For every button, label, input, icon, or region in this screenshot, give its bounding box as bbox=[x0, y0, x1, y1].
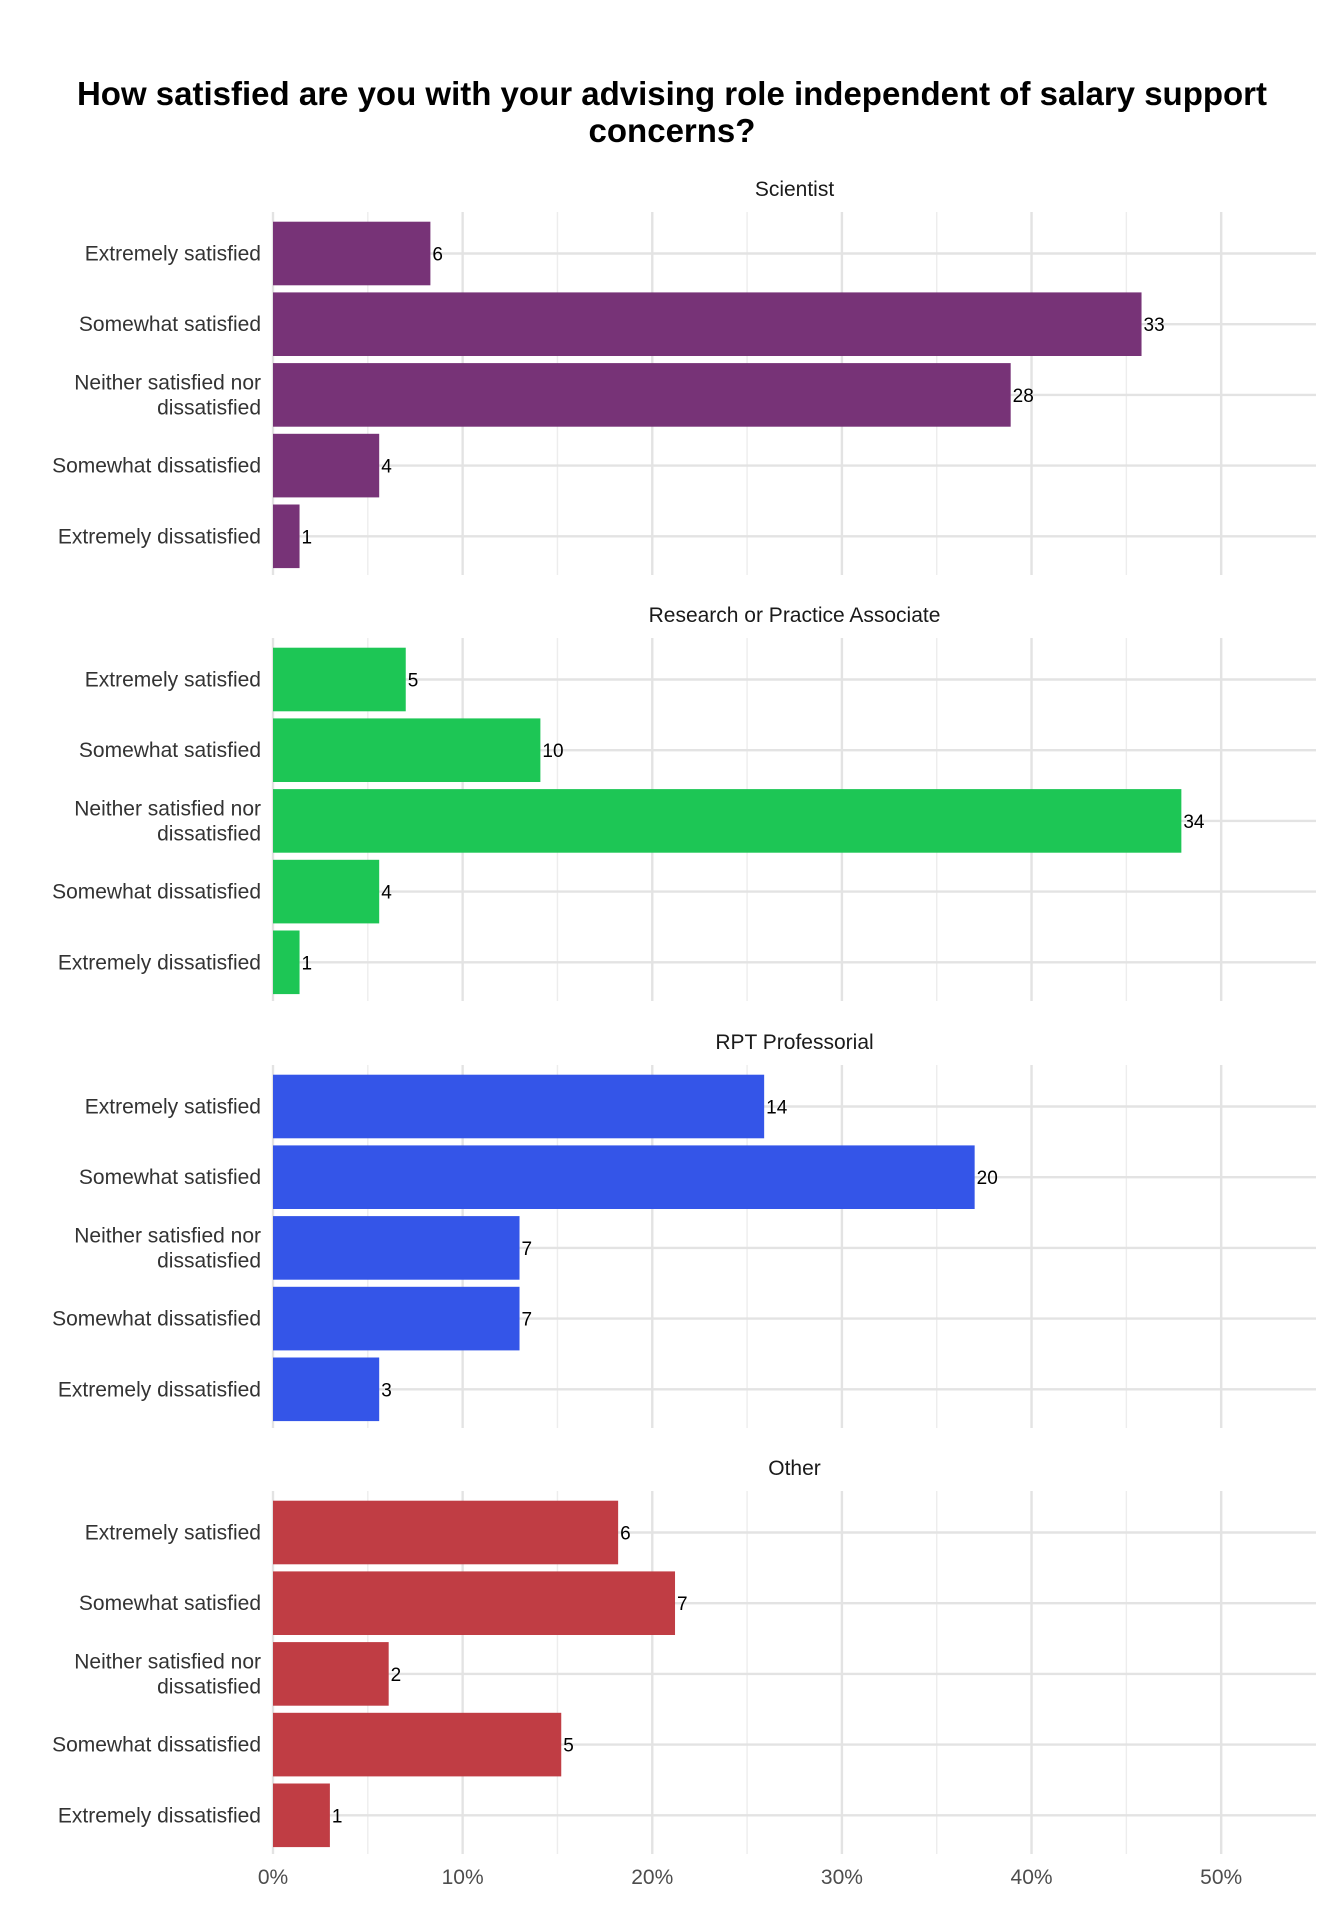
facet-panel-scientist: Scientist 6 Extremely satisfied 33 Somewhat … bbox=[52, 178, 1316, 575]
value-label: 14 bbox=[766, 1098, 788, 1119]
value-label: 7 bbox=[677, 1594, 688, 1615]
category-label: Neither satisfied nor dissatisfied bbox=[74, 371, 261, 419]
x-tick-label: 50% bbox=[1200, 1866, 1242, 1889]
value-label: 1 bbox=[332, 1806, 343, 1827]
category-label: Neither satisfied nor dissatisfied bbox=[74, 1650, 261, 1698]
bar-research-or-practice-associate-3 bbox=[273, 859, 380, 924]
x-tick-label: 10% bbox=[442, 1866, 484, 1889]
value-label: 5 bbox=[563, 1736, 574, 1757]
facet-title: Other bbox=[768, 1457, 821, 1480]
value-label: 1 bbox=[302, 953, 313, 974]
facet-panel-other: Other 6 Extremely satisfied 7 Somewhat satis… bbox=[52, 1457, 1316, 1854]
value-label: 10 bbox=[542, 741, 563, 762]
value-label: 7 bbox=[522, 1239, 533, 1260]
value-label: 20 bbox=[977, 1168, 998, 1189]
category-label: Extremely dissatisfied bbox=[58, 1378, 261, 1401]
value-label: 3 bbox=[381, 1380, 392, 1401]
value-label: 2 bbox=[391, 1665, 402, 1686]
bar-other-1 bbox=[273, 1571, 676, 1635]
category-label: Extremely satisfied bbox=[85, 1096, 261, 1119]
x-tick-label: 30% bbox=[821, 1866, 863, 1889]
bar-research-or-practice-associate-1 bbox=[273, 718, 541, 782]
value-label: 4 bbox=[381, 457, 392, 478]
category-label: Somewhat dissatisfied bbox=[52, 881, 261, 904]
category-label: Somewhat satisfied bbox=[79, 1592, 261, 1615]
category-label: Extremely dissatisfied bbox=[58, 951, 261, 974]
value-label: 33 bbox=[1144, 315, 1165, 336]
value-label: 34 bbox=[1183, 812, 1205, 833]
bar-scientist-0 bbox=[273, 221, 431, 286]
x-tick-label: 0% bbox=[258, 1866, 288, 1889]
category-label: Neither satisfied nor dissatisfied bbox=[74, 797, 261, 845]
value-label: 1 bbox=[302, 527, 313, 548]
category-label: Somewhat satisfied bbox=[79, 739, 261, 762]
x-axis: 0% 10% 20% 30% 40% 50% bbox=[258, 1866, 1242, 1889]
category-label: Somewhat dissatisfied bbox=[52, 1308, 261, 1331]
category-label: Somewhat satisfied bbox=[79, 1166, 261, 1189]
facet-title: Scientist bbox=[755, 178, 835, 201]
bar-rpt-professorial-2 bbox=[273, 1216, 520, 1280]
x-tick-label: 20% bbox=[631, 1866, 673, 1889]
bar-scientist-1 bbox=[273, 292, 1142, 356]
bar-rpt-professorial-4 bbox=[273, 1357, 380, 1422]
bar-rpt-professorial-0 bbox=[273, 1074, 765, 1139]
bar-other-0 bbox=[273, 1500, 619, 1565]
bar-rpt-professorial-3 bbox=[273, 1286, 520, 1351]
category-label: Somewhat dissatisfied bbox=[52, 1734, 261, 1757]
value-label: 6 bbox=[432, 245, 443, 266]
chart-root: How satisfied are you with your advising… bbox=[52, 75, 1316, 1889]
bar-other-2 bbox=[273, 1642, 389, 1706]
category-label: Somewhat satisfied bbox=[79, 313, 261, 336]
bar-other-4 bbox=[273, 1783, 330, 1848]
facet-title: RPT Professorial bbox=[715, 1031, 873, 1054]
chart-title: How satisfied are you with your advising… bbox=[77, 75, 1267, 149]
category-label: Extremely dissatisfied bbox=[58, 1804, 261, 1827]
bar-rpt-professorial-1 bbox=[273, 1145, 975, 1209]
bar-scientist-2 bbox=[273, 363, 1011, 427]
bar-scientist-4 bbox=[273, 504, 300, 569]
category-label: Somewhat dissatisfied bbox=[52, 455, 261, 478]
chart-title-line-2: concerns? bbox=[589, 112, 756, 149]
chart-title-line-1: How satisfied are you with your advising… bbox=[77, 75, 1267, 112]
category-label: Neither satisfied nor dissatisfied bbox=[74, 1224, 261, 1272]
category-label: Extremely satisfied bbox=[85, 669, 261, 692]
category-label: Extremely satisfied bbox=[85, 1522, 261, 1545]
value-label: 7 bbox=[522, 1310, 533, 1331]
facet-title: Research or Practice Associate bbox=[649, 604, 941, 627]
facet-panel-rpt-professorial: RPT Professorial 14 Extremely satisfied 20 S… bbox=[52, 1031, 1316, 1428]
bar-other-3 bbox=[273, 1712, 562, 1777]
value-label: 6 bbox=[620, 1524, 631, 1545]
category-label: Extremely dissatisfied bbox=[58, 525, 261, 548]
bar-research-or-practice-associate-0 bbox=[273, 647, 406, 712]
bar-research-or-practice-associate-4 bbox=[273, 930, 300, 995]
bar-research-or-practice-associate-2 bbox=[273, 789, 1182, 853]
value-label: 5 bbox=[408, 671, 419, 692]
x-tick-label: 40% bbox=[1011, 1866, 1053, 1889]
bar-scientist-3 bbox=[273, 433, 380, 498]
value-label: 4 bbox=[381, 883, 392, 904]
category-label: Extremely satisfied bbox=[85, 243, 261, 266]
value-label: 28 bbox=[1013, 386, 1034, 407]
facet-panel-research-or-practice-associate: Research or Practice Associate 5 Extremely… bbox=[52, 604, 1316, 1001]
